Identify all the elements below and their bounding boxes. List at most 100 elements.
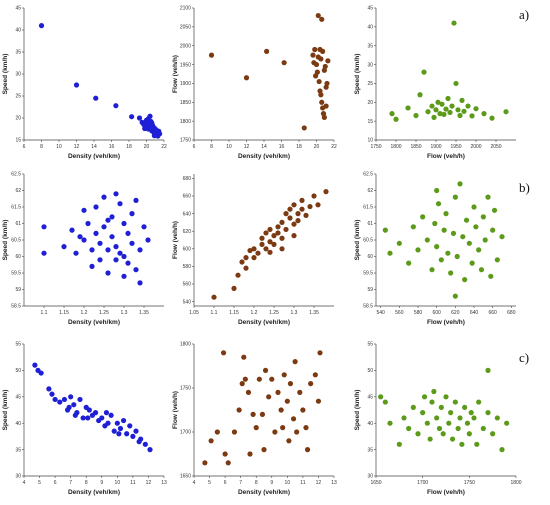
y-tick-label: 50	[15, 368, 21, 374]
y-tick-label: 61.5	[363, 205, 373, 211]
data-point	[77, 396, 83, 403]
data-point	[85, 220, 91, 227]
data-point	[312, 372, 318, 378]
data-point	[485, 194, 491, 200]
data-point	[389, 111, 395, 117]
data-point	[460, 234, 466, 240]
data-point	[259, 411, 266, 417]
data-point	[271, 233, 277, 239]
y-tick-label: 35	[15, 447, 21, 453]
y-tick-label: 60.5	[363, 238, 373, 244]
data-point	[208, 52, 215, 58]
scatter-panel-2-1: 1.1 1.15 1.2 1.25 1.3 1.35 58.5 59 59.5 60 60.5 61 6…	[0, 168, 170, 335]
x-tick-label: 13	[161, 480, 167, 486]
data-point	[490, 227, 496, 233]
scatter-panel-3-3: 1650 1700 1750 1800 30 35 40 45 50 55 Flow (veh/h)…	[352, 338, 522, 505]
data-point	[111, 428, 117, 434]
data-point	[89, 247, 95, 253]
data-point	[127, 423, 133, 429]
data-point	[425, 109, 431, 115]
data-point	[315, 398, 322, 404]
scatter-plot: 1.1 1.15 1.2 1.25 1.3 1.35 58.5 59 59.5 60 60.5 61 6…	[2, 172, 164, 326]
data-point	[439, 101, 445, 107]
data-point	[441, 227, 447, 233]
x-tick-label: 8	[255, 480, 258, 486]
x-tick-label: 10	[56, 144, 62, 150]
data-point	[93, 230, 99, 236]
y-tick-label: 45	[367, 395, 373, 401]
data-point	[503, 109, 509, 115]
data-point	[450, 230, 457, 236]
data-point	[321, 67, 327, 73]
data-point	[452, 399, 458, 405]
data-point	[113, 257, 119, 263]
data-point	[271, 241, 277, 247]
data-point	[291, 233, 297, 239]
x-tick-label: 16	[109, 144, 115, 150]
x-tick-label: 1.2	[81, 310, 88, 316]
data-point	[434, 187, 440, 194]
y-tick-label: 1950	[180, 62, 191, 68]
x-axis-label: Density (veh/km)	[68, 153, 120, 160]
data-point	[448, 270, 454, 276]
data-point	[108, 412, 114, 418]
data-point	[109, 214, 115, 220]
data-point	[459, 97, 465, 103]
x-tick-label: 6	[23, 144, 26, 150]
data-point	[323, 189, 329, 195]
y-tick-label: 60.5	[11, 238, 21, 244]
data-point	[294, 429, 300, 435]
data-point	[382, 227, 388, 233]
data-point	[445, 95, 451, 102]
data-point	[32, 362, 38, 368]
y-tick-label: 62	[15, 188, 21, 194]
data-point	[103, 410, 110, 416]
y-tick-label: 59	[367, 287, 373, 293]
data-point	[264, 48, 270, 54]
data-point	[105, 217, 111, 223]
y-tick-label: 40	[15, 421, 21, 427]
data-point	[72, 412, 78, 418]
data-point	[382, 399, 388, 405]
data-point	[323, 103, 329, 109]
y-tick-label: 30	[15, 72, 21, 78]
y-tick-label: 35	[15, 50, 21, 56]
data-point	[424, 420, 430, 426]
data-point	[142, 441, 148, 447]
data-point	[259, 241, 265, 247]
data-point	[315, 202, 321, 208]
data-point	[97, 240, 103, 246]
y-tick-label: 2000	[180, 43, 191, 49]
y-tick-label: 60	[367, 254, 373, 260]
y-tick-label: 62.5	[363, 172, 373, 178]
y-tick-label: 20	[367, 100, 373, 106]
y-axis-label: Speed (km/h)	[354, 220, 361, 261]
y-axis-label: Speed (km/h)	[2, 390, 9, 431]
data-point	[280, 425, 286, 431]
data-point	[478, 267, 485, 273]
data-point	[464, 420, 471, 426]
x-tick-label: 640	[470, 310, 479, 316]
data-point	[101, 194, 107, 200]
x-tick-label: 14	[261, 144, 267, 150]
data-point	[443, 211, 449, 217]
data-point	[279, 246, 285, 252]
data-point	[473, 224, 479, 230]
x-tick-label: 4	[23, 480, 26, 486]
data-point	[323, 84, 329, 90]
data-point	[457, 112, 463, 119]
data-point	[466, 431, 472, 437]
x-tick-label: 6	[54, 480, 57, 486]
x-axis-label: Density (veh/km)	[238, 153, 290, 160]
data-point	[317, 46, 323, 53]
data-point	[424, 237, 430, 243]
scatter-panel-3-1: 4 5 6 7 8 9 10 11 12 13 30 35 40 45 50 55 Density (veh/k…	[0, 338, 170, 505]
y-tick-label: 1650	[180, 474, 191, 480]
data-point	[480, 214, 486, 220]
data-point	[318, 56, 324, 62]
y-tick-label: 1800	[180, 119, 191, 125]
data-point	[141, 224, 147, 230]
data-point	[125, 230, 131, 236]
data-point	[41, 250, 47, 256]
data-point	[295, 218, 301, 224]
